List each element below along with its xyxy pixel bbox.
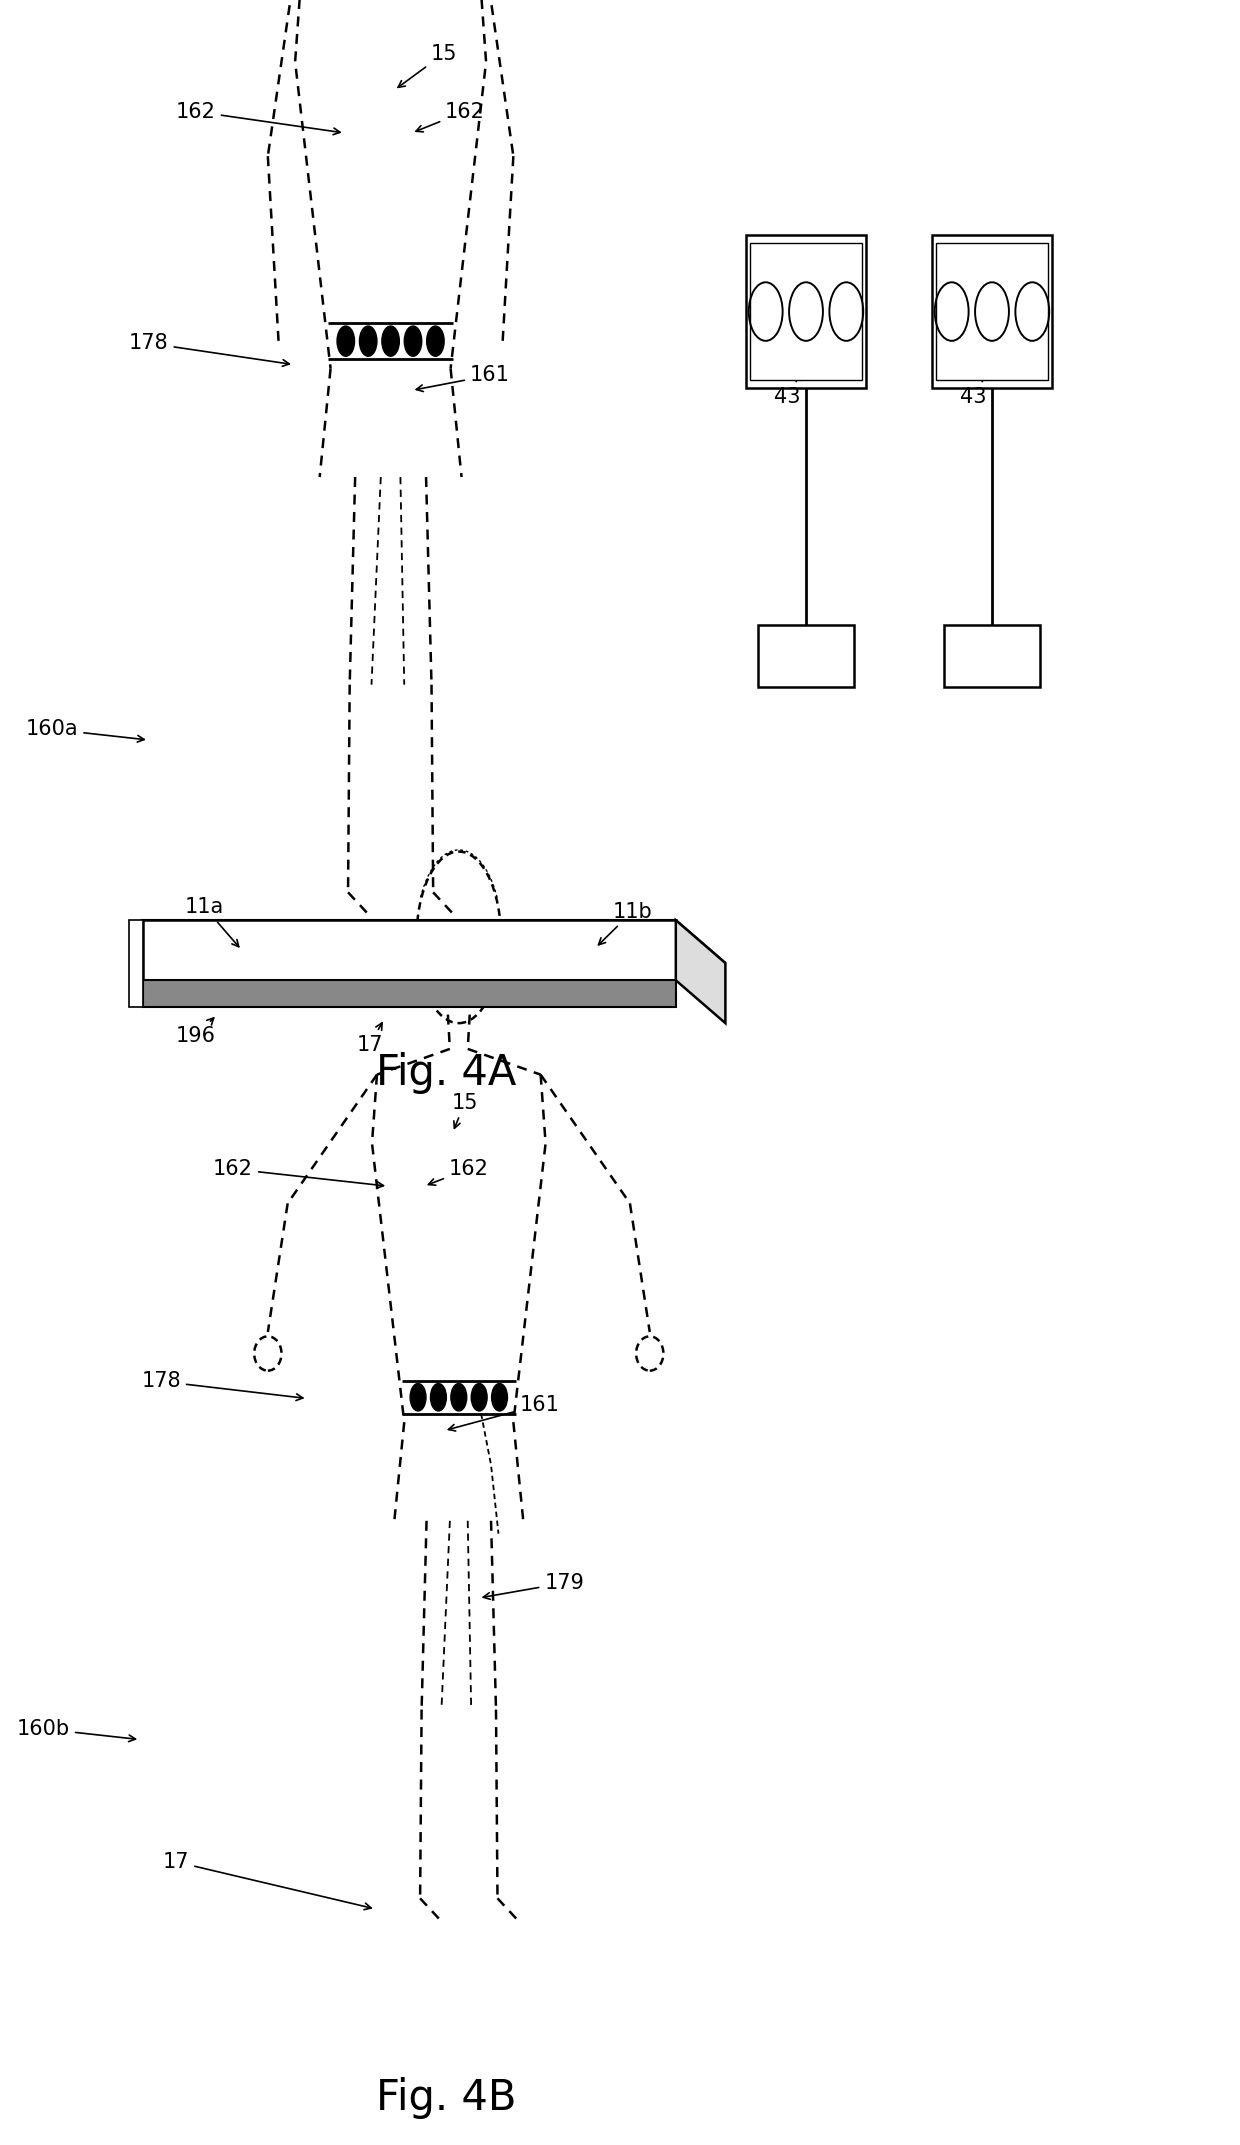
Bar <box>931 234 1053 388</box>
Circle shape <box>430 1384 446 1411</box>
Text: 162: 162 <box>415 101 485 131</box>
Text: 178: 178 <box>129 332 289 367</box>
Text: 15: 15 <box>398 43 458 88</box>
Bar <box>758 626 854 686</box>
Text: 43: 43 <box>774 373 801 408</box>
Text: 160a: 160a <box>26 719 144 742</box>
Text: Fig. 4B: Fig. 4B <box>376 2076 517 2119</box>
Text: 179: 179 <box>484 1572 584 1600</box>
Text: 161: 161 <box>417 365 510 393</box>
Bar <box>129 920 143 1008</box>
Text: 15: 15 <box>451 1092 479 1128</box>
Text: Fig. 4A: Fig. 4A <box>376 1051 517 1094</box>
Bar <box>936 242 1048 380</box>
Text: 162: 162 <box>428 1158 489 1186</box>
Text: 11b: 11b <box>599 901 652 944</box>
Circle shape <box>337 326 355 356</box>
Bar <box>745 234 867 388</box>
Circle shape <box>491 1384 507 1411</box>
Polygon shape <box>676 920 725 1023</box>
Circle shape <box>451 1384 466 1411</box>
Polygon shape <box>143 920 676 980</box>
Text: 17: 17 <box>356 1023 383 1055</box>
Text: 161: 161 <box>449 1394 559 1431</box>
Text: 160b: 160b <box>17 1718 135 1742</box>
Circle shape <box>410 1384 427 1411</box>
Circle shape <box>471 1384 487 1411</box>
Circle shape <box>427 326 444 356</box>
Text: 43: 43 <box>960 373 987 408</box>
Text: 44: 44 <box>795 268 822 309</box>
Text: 45: 45 <box>981 268 1008 309</box>
Bar <box>750 242 862 380</box>
Circle shape <box>360 326 377 356</box>
Circle shape <box>404 326 422 356</box>
Text: 196: 196 <box>176 1019 216 1047</box>
Bar <box>944 626 1040 686</box>
Circle shape <box>382 326 399 356</box>
Text: 162: 162 <box>213 1158 383 1188</box>
Text: 178: 178 <box>141 1371 303 1401</box>
Text: 11a: 11a <box>185 897 239 946</box>
Bar <box>143 980 676 1008</box>
Polygon shape <box>143 920 725 963</box>
Text: 17: 17 <box>162 1851 371 1909</box>
Text: 162: 162 <box>176 101 340 135</box>
